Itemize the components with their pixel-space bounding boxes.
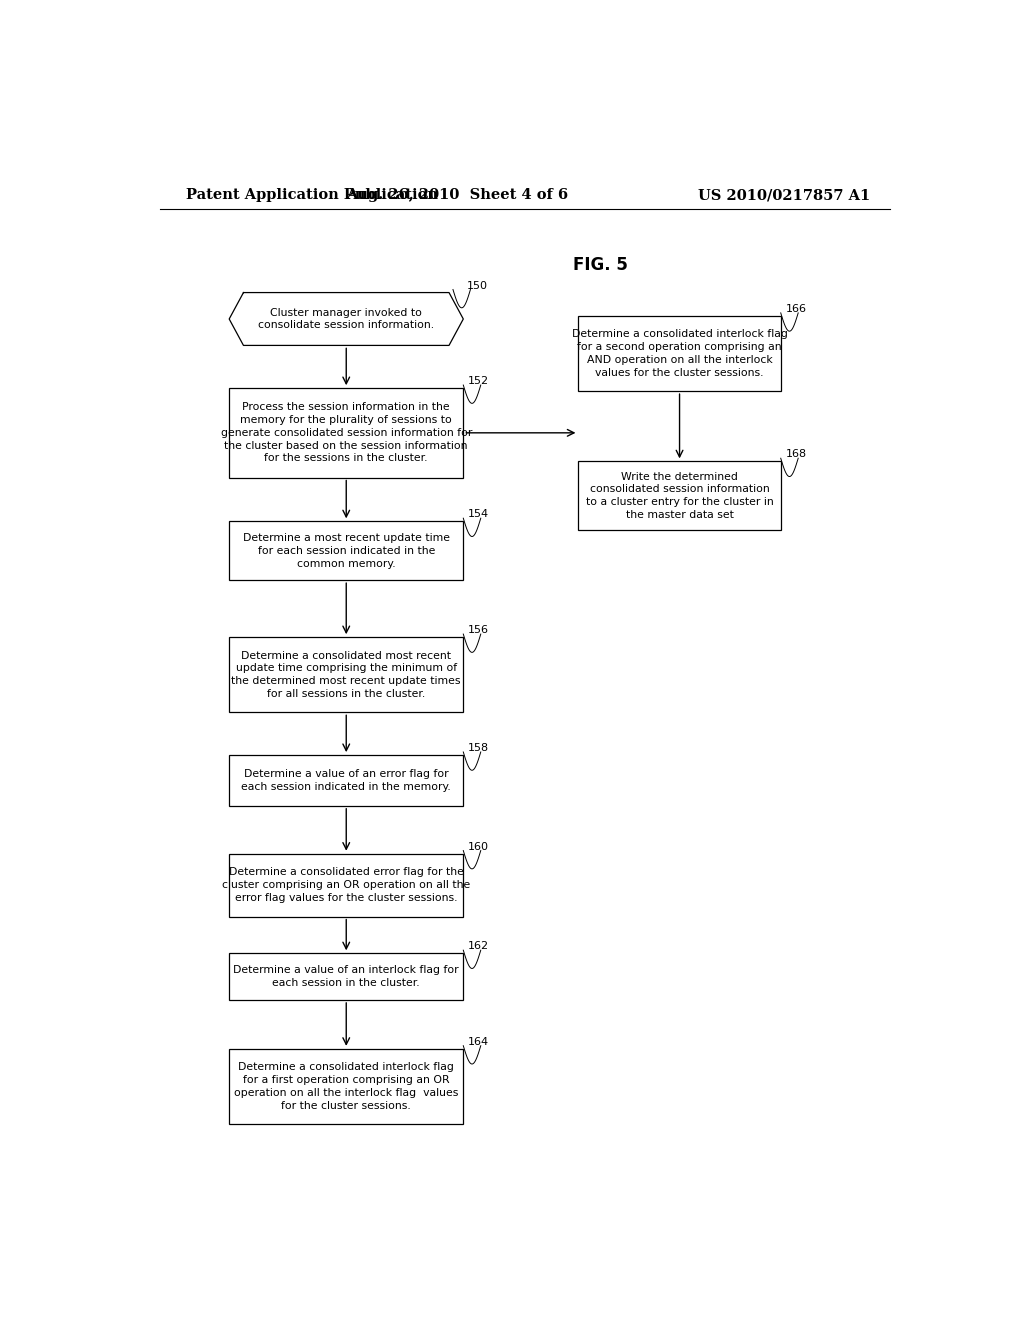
Bar [229, 854, 463, 916]
Bar [579, 315, 780, 391]
Text: Patent Application Publication: Patent Application Publication [186, 189, 438, 202]
Bar [229, 755, 463, 805]
Text: 162: 162 [468, 941, 489, 952]
Text: 164: 164 [468, 1036, 489, 1047]
Text: Aug. 26, 2010  Sheet 4 of 6: Aug. 26, 2010 Sheet 4 of 6 [346, 189, 568, 202]
Text: Determine a consolidated interlock flag
for a first operation comprising an OR
o: Determine a consolidated interlock flag … [234, 1063, 459, 1110]
Text: 168: 168 [785, 449, 807, 459]
Text: 166: 166 [785, 304, 807, 314]
Bar [229, 638, 463, 713]
Text: 156: 156 [468, 626, 489, 635]
Text: 154: 154 [468, 510, 489, 519]
Bar [229, 1049, 463, 1125]
Text: Cluster manager invoked to
consolidate session information.: Cluster manager invoked to consolidate s… [258, 308, 434, 330]
Text: 152: 152 [468, 376, 489, 385]
Text: Determine a consolidated interlock flag
for a second operation comprising an
AND: Determine a consolidated interlock flag … [571, 330, 787, 378]
Bar [229, 388, 463, 478]
Text: Process the session information in the
memory for the plurality of sessions to
g: Process the session information in the m… [220, 403, 472, 463]
Text: Determine a value of an error flag for
each session indicated in the memory.: Determine a value of an error flag for e… [242, 770, 452, 792]
Bar [579, 461, 780, 531]
Bar [229, 953, 463, 1001]
Text: 150: 150 [467, 281, 488, 290]
Text: Determine a consolidated error flag for the
cluster comprising an OR operation o: Determine a consolidated error flag for … [222, 867, 470, 903]
Text: Determine a consolidated most recent
update time comprising the minimum of
the d: Determine a consolidated most recent upd… [231, 651, 461, 698]
Text: Determine a most recent update time
for each session indicated in the
common mem: Determine a most recent update time for … [243, 533, 450, 569]
Text: Write the determined
consolidated session information
to a cluster entry for the: Write the determined consolidated sessio… [586, 471, 773, 520]
Text: US 2010/0217857 A1: US 2010/0217857 A1 [697, 189, 870, 202]
Text: 160: 160 [468, 842, 489, 851]
Text: FIG. 5: FIG. 5 [572, 256, 628, 275]
Text: Determine a value of an interlock flag for
each session in the cluster.: Determine a value of an interlock flag f… [233, 965, 459, 987]
Bar [229, 521, 463, 581]
Text: 158: 158 [468, 743, 489, 752]
Polygon shape [229, 293, 463, 346]
